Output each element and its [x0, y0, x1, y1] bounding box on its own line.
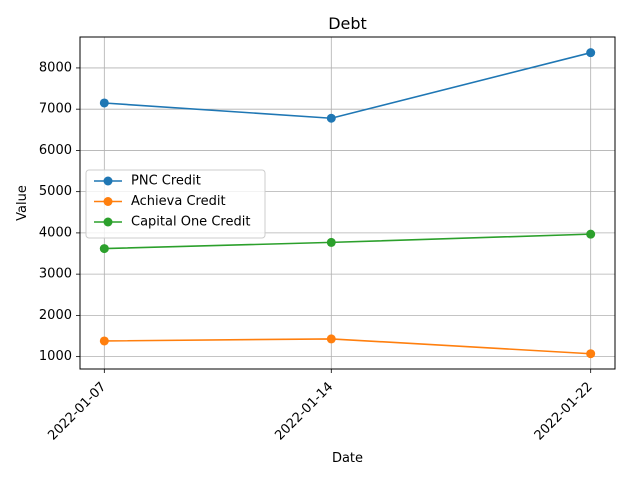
data-point [99, 336, 109, 346]
x-tick-label: 2022-01-07 [45, 379, 109, 443]
legend-label: Capital One Credit [131, 215, 250, 230]
data-point [99, 98, 109, 108]
y-tick-label: 2000 [39, 308, 72, 323]
data-point [326, 113, 336, 123]
y-tick-label: 8000 [39, 60, 72, 75]
y-tick-label: 7000 [39, 102, 72, 117]
series-line [104, 51, 591, 120]
data-point [586, 229, 596, 239]
legend-swatch-marker [103, 217, 113, 227]
x-tick-label: 2022-01-14 [272, 379, 336, 443]
plot-frame [79, 36, 616, 370]
y-axis-label: Value [15, 185, 30, 221]
x-axis-label: Date [332, 451, 363, 466]
y-tick-label: 6000 [39, 143, 72, 158]
y-tick-label: 5000 [39, 184, 72, 199]
y-axis-ticks: 1000 2000 3000 4000 5000 6000 7000 8000 [39, 60, 80, 364]
legend: PNC Credit Achieva Credit Capital One Cred… [85, 169, 266, 239]
legend-swatch-marker [103, 176, 113, 186]
data-point [586, 48, 596, 58]
chart-title: Debt [328, 14, 367, 33]
data-point [99, 244, 109, 254]
legend-box [85, 169, 266, 239]
y-tick-label: 4000 [39, 225, 72, 240]
legend-label: PNC Credit [131, 174, 201, 189]
y-tick-label: 3000 [39, 267, 72, 282]
y-tick-label: 1000 [39, 349, 72, 364]
data-point [326, 334, 336, 344]
legend-swatch-marker [103, 197, 113, 206]
series-layer [99, 48, 596, 359]
series-line [104, 338, 591, 355]
x-tick-label: 2022-01-22 [532, 379, 596, 443]
legend-label: Achieva Credit [131, 194, 226, 209]
data-point [326, 237, 336, 247]
x-axis-ticks: 2022-01-07 2022-01-14 2022-01-22 [45, 369, 596, 443]
data-point [586, 349, 596, 359]
